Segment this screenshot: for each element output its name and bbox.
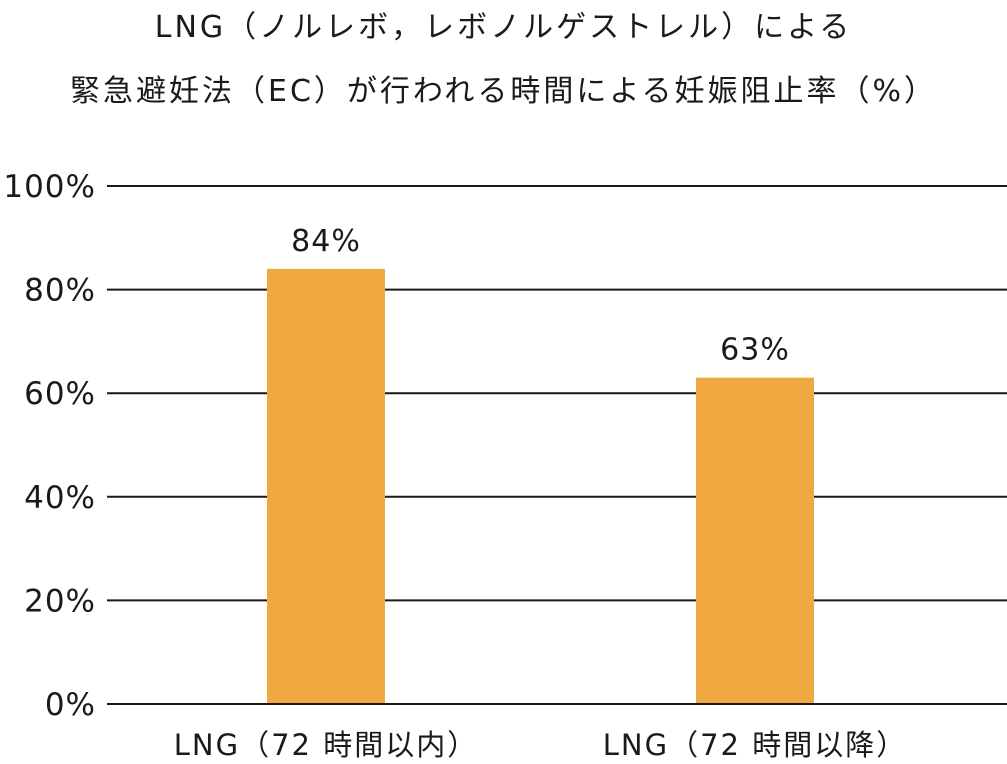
y-tick-label: 100% — [3, 169, 96, 205]
chart-title-line-2: 緊急避妊法（EC）が行われる時間による妊娠阻止率（%） — [69, 74, 937, 109]
y-tick-label: 40% — [24, 480, 96, 516]
data-label: 63% — [720, 333, 790, 368]
data-labels: 84% 63% — [291, 224, 790, 368]
y-tick-label: 60% — [24, 376, 96, 412]
chart-title-line-1: LNG（ノルレボ，レボノルゲストレル）による — [154, 10, 853, 45]
data-label: 84% — [291, 224, 361, 259]
x-category-label: LNG（72 時間以降） — [603, 728, 907, 762]
x-axis-labels: LNG（72 時間以内） LNG（72 時間以降） — [107, 703, 1007, 762]
y-tick-label: 20% — [24, 583, 96, 619]
bars — [267, 268, 814, 704]
bar — [696, 377, 814, 704]
y-axis-ticks: 0% 20% 40% 60% 80% 100% — [3, 169, 96, 723]
gridlines — [107, 185, 1007, 705]
x-category-label: LNG（72 時間以内） — [174, 728, 478, 762]
bar — [267, 268, 385, 704]
y-tick-label: 80% — [24, 273, 96, 309]
y-tick-label: 0% — [45, 687, 96, 723]
